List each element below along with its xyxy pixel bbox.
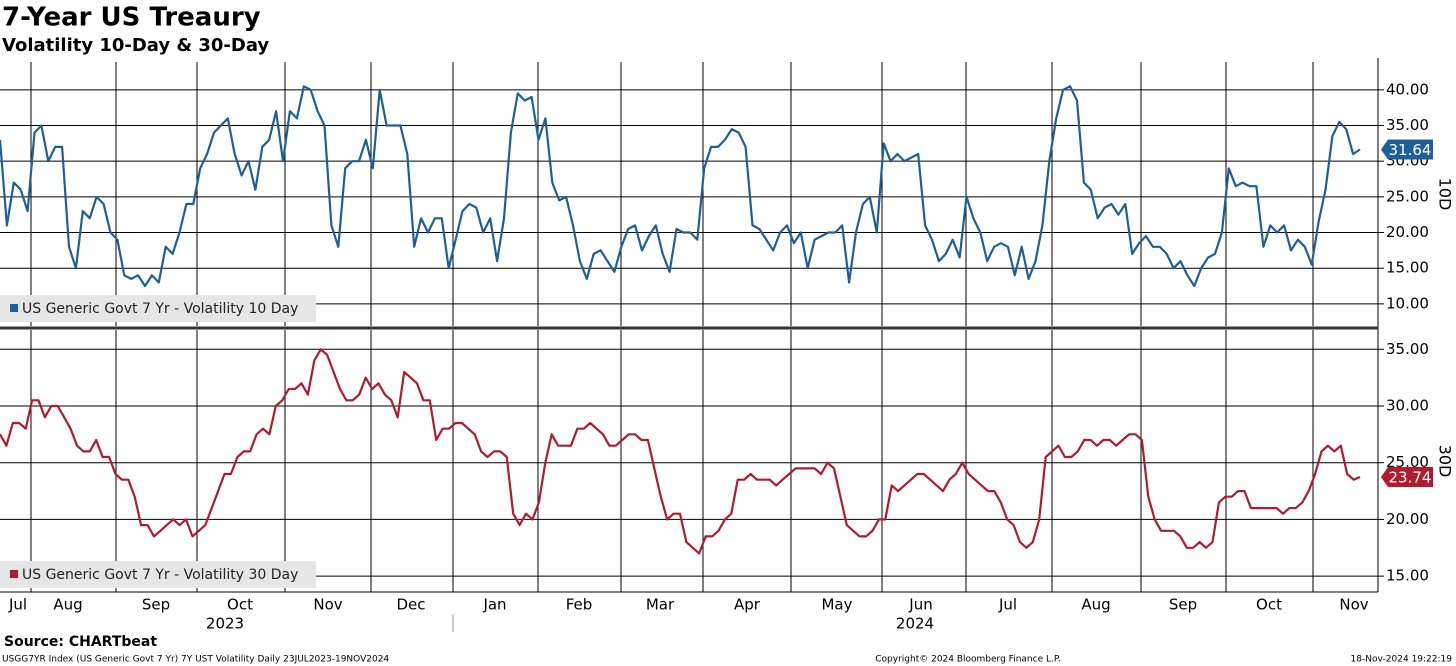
chart-subtitle: Volatility 10-Day & 30-Day xyxy=(2,35,269,56)
y-axis-title: 10D xyxy=(1436,178,1455,211)
legend-label: US Generic Govt 7 Yr - Volatility 10 Day xyxy=(22,301,298,317)
year-label: 2023 xyxy=(206,615,244,633)
legend-swatch xyxy=(10,570,18,578)
legend-box xyxy=(0,295,316,322)
x-tick-label: May xyxy=(821,596,852,614)
source: Source: CHARTbeat xyxy=(4,634,157,650)
y-tick-label: 10.00 xyxy=(1386,294,1429,312)
x-tick-label: Aug xyxy=(1081,596,1110,614)
footer-left: USGG7YR Index (US Generic Govt 7 Yr) 7Y … xyxy=(2,655,389,665)
last-value-badge xyxy=(1381,466,1433,487)
x-tick-label: Nov xyxy=(313,596,342,614)
x-tick-label: Oct xyxy=(227,596,253,614)
y-tick-label: 15.00 xyxy=(1386,567,1429,585)
x-tick-label: Nov xyxy=(1339,596,1368,614)
x-tick-label: Apr xyxy=(734,596,761,614)
x-tick-label: Oct xyxy=(1256,596,1282,614)
x-tick-label: Jun xyxy=(908,596,932,614)
last-value-label: 23.74 xyxy=(1389,468,1432,486)
legend-label: US Generic Govt 7 Yr - Volatility 30 Day xyxy=(22,567,298,583)
y-tick-label: 35.00 xyxy=(1386,340,1429,358)
footer-right: 18-Nov-2024 19:22:19 xyxy=(1351,655,1453,665)
y-tick-label: 20.00 xyxy=(1386,510,1429,528)
x-tick-label: Jul xyxy=(8,596,27,614)
x-tick-label: Jan xyxy=(482,596,506,614)
y-tick-label: 30.00 xyxy=(1386,396,1429,414)
x-tick-label: Sep xyxy=(142,596,170,614)
last-value-badge xyxy=(1381,139,1433,160)
x-tick-label: Mar xyxy=(646,596,675,614)
y-tick-label: 25.00 xyxy=(1386,187,1429,205)
y-tick-label: 40.00 xyxy=(1386,80,1429,98)
y-tick-label: 20.00 xyxy=(1386,223,1429,241)
y-axis-title: 30D xyxy=(1436,445,1455,478)
chart-title: 7-Year US Treaury xyxy=(2,3,261,33)
line xyxy=(0,348,1361,555)
year-label: 2024 xyxy=(896,615,934,633)
legend-box xyxy=(0,561,316,588)
x-tick-label: Feb xyxy=(566,596,593,614)
x-tick-label: Dec xyxy=(396,596,425,614)
x-tick-label: Jul xyxy=(998,596,1017,614)
x-tick-label: Aug xyxy=(53,596,82,614)
legend-swatch xyxy=(10,304,18,312)
footer-center: Copyright© 2024 Bloomberg Finance L.P. xyxy=(875,655,1060,665)
x-tick-label: Sep xyxy=(1169,596,1197,614)
y-tick-label: 15.00 xyxy=(1386,259,1429,277)
last-value-label: 31.64 xyxy=(1389,141,1432,159)
y-tick-label: 25.00 xyxy=(1386,453,1429,471)
y-tick-label: 35.00 xyxy=(1386,116,1429,134)
line xyxy=(0,85,1361,288)
